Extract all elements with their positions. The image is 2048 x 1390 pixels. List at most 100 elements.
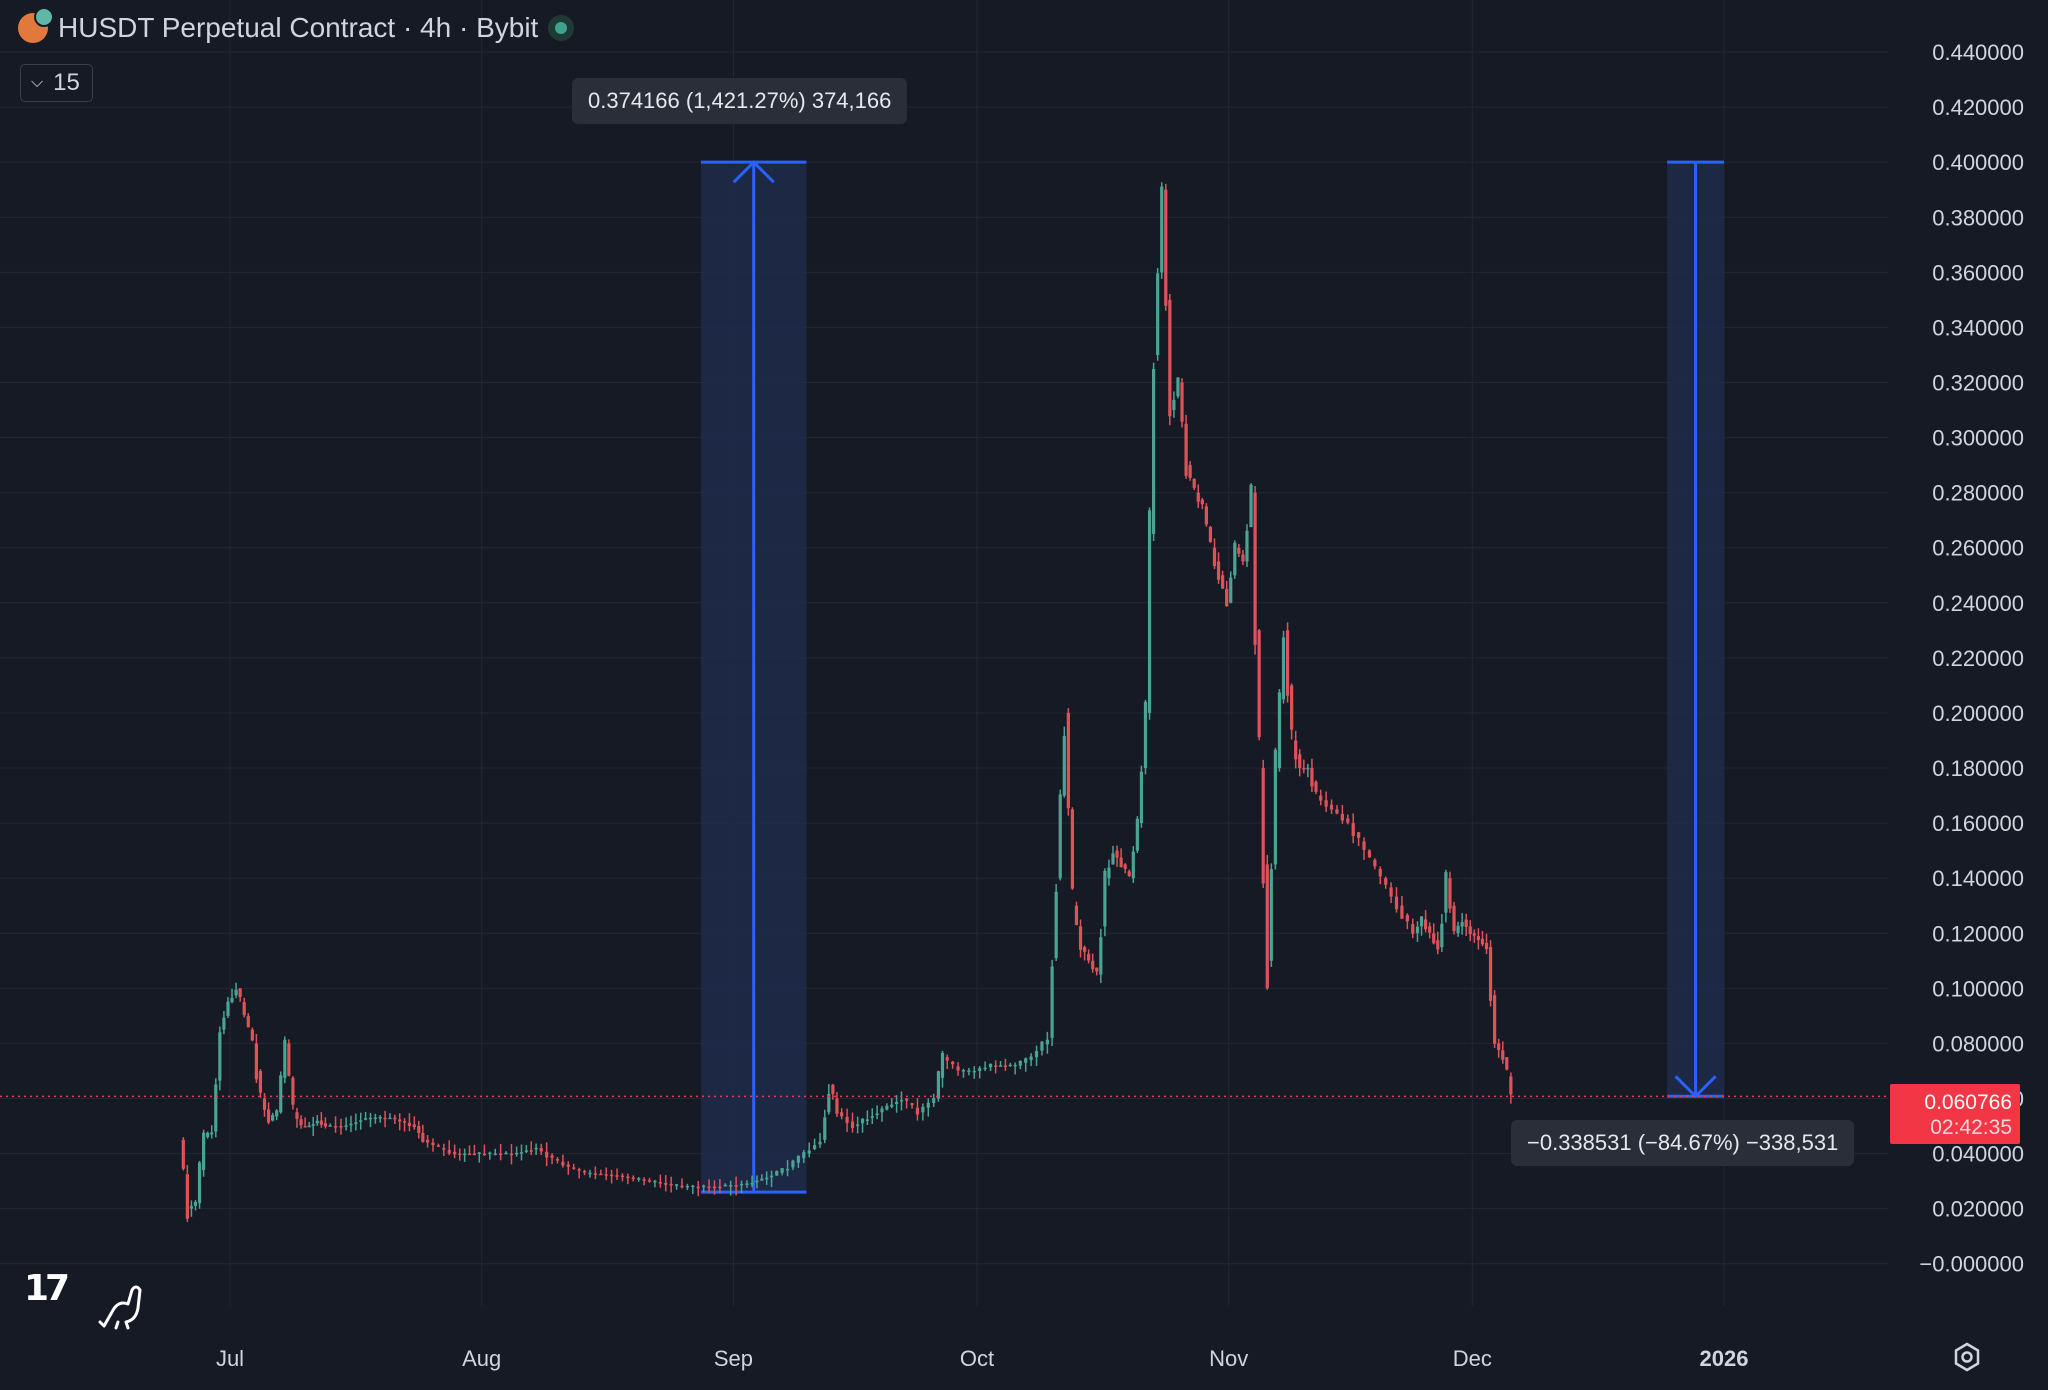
candle-body xyxy=(1329,804,1334,810)
candle-body xyxy=(1192,478,1196,488)
candle-body xyxy=(189,1206,194,1209)
y-tick-label: 0.420000 xyxy=(1932,95,2024,120)
candle-body xyxy=(647,1180,652,1182)
settings-gear-icon[interactable] xyxy=(1952,1342,1982,1372)
candle-body xyxy=(658,1182,662,1184)
candle-body xyxy=(813,1145,817,1149)
candle-body xyxy=(1346,818,1350,823)
candle-body xyxy=(1415,926,1420,934)
measure-tool-up[interactable] xyxy=(700,160,807,1194)
candle-body xyxy=(442,1148,446,1150)
candle-body xyxy=(453,1151,457,1155)
candle-body xyxy=(637,1178,641,1180)
candle-body xyxy=(421,1132,425,1142)
measure-up-label: 0.374166 (1,421.27%) 374,166 xyxy=(572,78,908,124)
candle-body xyxy=(1087,953,1091,961)
candle-body xyxy=(1493,995,1497,1044)
candle-body xyxy=(1241,554,1245,562)
candle-body xyxy=(1273,749,1277,865)
candle-body xyxy=(875,1113,879,1116)
candle-body xyxy=(572,1167,576,1169)
candle-body xyxy=(1119,857,1123,868)
candle-body xyxy=(961,1070,966,1072)
candle-body xyxy=(755,1180,759,1183)
candle-body xyxy=(739,1183,744,1186)
candle-body xyxy=(1208,527,1213,542)
candle-body xyxy=(1302,768,1306,770)
candle-body xyxy=(287,1043,291,1076)
candle-body xyxy=(680,1185,684,1188)
candle-body xyxy=(1373,859,1377,867)
candle-body xyxy=(1040,1041,1044,1051)
candle-body xyxy=(515,1152,519,1155)
candle-body xyxy=(1509,1076,1513,1095)
y-tick-label: 0.300000 xyxy=(1932,426,2024,451)
candle-body xyxy=(1111,853,1115,865)
candle-body xyxy=(250,1029,254,1041)
measure-tool-down[interactable] xyxy=(1667,160,1724,1099)
candle-body xyxy=(388,1117,392,1120)
candle-body xyxy=(1168,299,1172,417)
tradingview-logo-icon[interactable]: 17 xyxy=(24,1268,70,1309)
candle-body xyxy=(1050,966,1054,1038)
candle-body xyxy=(1099,937,1103,975)
y-tick-label: 0.280000 xyxy=(1932,481,2024,506)
candle-body xyxy=(1216,561,1221,580)
candle-body xyxy=(354,1122,358,1124)
candle-body xyxy=(226,1001,230,1016)
candle-body xyxy=(905,1098,909,1101)
candle-body xyxy=(283,1039,287,1078)
candle-body xyxy=(1139,771,1144,824)
y-tick-label: 0.320000 xyxy=(1932,370,2024,395)
candle-body xyxy=(870,1116,874,1118)
candle-body xyxy=(1460,922,1464,927)
candle-body xyxy=(303,1126,307,1128)
candle-body xyxy=(664,1182,668,1185)
candle-body xyxy=(696,1186,700,1189)
candle-body xyxy=(945,1057,949,1061)
candle-body xyxy=(472,1153,476,1156)
candle-body xyxy=(349,1123,353,1126)
candle-body xyxy=(1237,547,1241,554)
candle-body xyxy=(412,1124,416,1128)
candle-body xyxy=(588,1172,592,1175)
candle-body xyxy=(1253,492,1257,645)
time-axis[interactable]: Jul Aug Sep Oct Nov Dec 2026 xyxy=(216,1346,1749,1371)
candle-body xyxy=(626,1176,630,1179)
candle-body xyxy=(1298,754,1302,769)
candle-body xyxy=(1497,1043,1501,1051)
candle-body xyxy=(1160,186,1164,273)
candle-body xyxy=(1143,701,1148,769)
candle-body xyxy=(344,1125,348,1127)
symbol-title[interactable]: HUSDT Perpetual Contract · 4h · Bybit xyxy=(58,12,539,43)
y-tick-label: 0.240000 xyxy=(1932,591,2024,616)
x-tick-label: Oct xyxy=(960,1346,994,1371)
candle-body xyxy=(319,1120,323,1125)
indicators-toggle-button[interactable]: ⌵ 15 xyxy=(20,64,93,102)
candle-body xyxy=(1188,465,1192,478)
candle-body xyxy=(734,1185,738,1187)
candle-body xyxy=(642,1179,646,1181)
candle-body xyxy=(1082,947,1087,952)
y-tick-label: 0.120000 xyxy=(1932,921,2024,946)
candle-body xyxy=(222,1017,226,1030)
y-tick-label: 0.160000 xyxy=(1932,811,2024,836)
y-tick-label: 0.100000 xyxy=(1932,976,2024,1001)
candle-body xyxy=(1152,369,1156,534)
candle-body xyxy=(707,1186,711,1189)
candle-body xyxy=(972,1070,976,1073)
candle-body xyxy=(359,1120,363,1122)
candle-body xyxy=(1135,818,1139,851)
candle-body xyxy=(477,1152,481,1155)
candle-body xyxy=(936,1071,941,1099)
candle-body xyxy=(1367,850,1372,858)
candle-body xyxy=(398,1119,402,1122)
candle-body xyxy=(333,1126,338,1128)
candle-body xyxy=(1066,712,1070,809)
candle-body xyxy=(1501,1050,1505,1060)
dino-icon[interactable] xyxy=(98,1282,148,1330)
candle-body xyxy=(202,1132,206,1171)
candle-body xyxy=(1265,864,1269,989)
candle-body xyxy=(796,1155,800,1163)
